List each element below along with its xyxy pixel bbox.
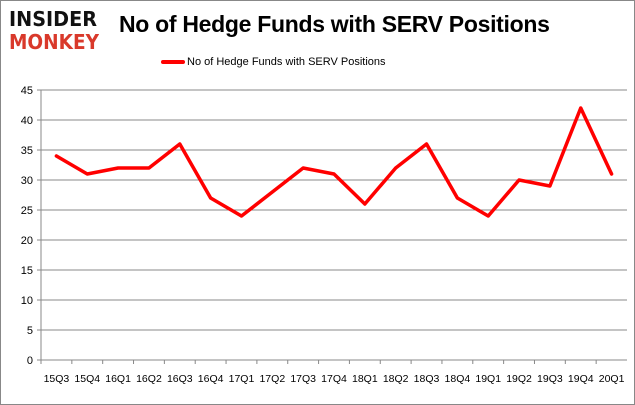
insider-monkey-logo: INSIDER MONKEY bbox=[9, 7, 99, 52]
legend-swatch bbox=[161, 60, 185, 64]
legend-label: No of Hedge Funds with SERV Positions bbox=[187, 56, 386, 68]
data-point bbox=[54, 154, 58, 158]
data-point bbox=[147, 166, 151, 170]
data-point bbox=[85, 172, 89, 176]
x-tick-label: 16Q3 bbox=[167, 373, 193, 385]
x-tick-label: 18Q2 bbox=[383, 373, 409, 385]
logo-line1: INSIDER bbox=[9, 7, 97, 31]
data-point bbox=[610, 172, 614, 176]
y-tick-label: 5 bbox=[27, 325, 33, 337]
data-point bbox=[579, 106, 583, 110]
y-tick-label: 25 bbox=[21, 205, 33, 217]
x-tick-label: 17Q3 bbox=[290, 373, 316, 385]
data-point bbox=[394, 166, 398, 170]
data-point bbox=[486, 214, 490, 218]
x-tick-label: 15Q4 bbox=[74, 373, 100, 385]
data-point bbox=[517, 178, 521, 182]
data-point bbox=[270, 190, 274, 194]
data-point bbox=[209, 196, 213, 200]
x-tick-label: 18Q1 bbox=[352, 373, 378, 385]
data-point bbox=[363, 202, 367, 206]
y-tick-label: 20 bbox=[21, 235, 33, 247]
x-tick-label: 19Q1 bbox=[475, 373, 501, 385]
x-tick-label: 17Q4 bbox=[321, 373, 347, 385]
x-tick-label: 17Q1 bbox=[229, 373, 255, 385]
x-tick-label: 18Q3 bbox=[414, 373, 440, 385]
x-tick-label: 19Q3 bbox=[537, 373, 563, 385]
x-tick-label: 16Q2 bbox=[136, 373, 162, 385]
x-tick-label: 18Q4 bbox=[445, 373, 471, 385]
chart-title: No of Hedge Funds with SERV Positions bbox=[119, 11, 550, 37]
y-tick-label: 0 bbox=[27, 355, 33, 367]
data-point bbox=[239, 214, 243, 218]
y-tick-label: 40 bbox=[21, 115, 33, 127]
series-line bbox=[54, 106, 614, 218]
y-tick-label: 15 bbox=[21, 265, 33, 277]
x-tick-label: 17Q2 bbox=[259, 373, 285, 385]
data-point bbox=[301, 166, 305, 170]
y-tick-label: 35 bbox=[21, 145, 33, 157]
x-tick-label: 15Q3 bbox=[44, 373, 70, 385]
x-tick-label: 16Q1 bbox=[105, 373, 131, 385]
x-tick-label: 20Q1 bbox=[599, 373, 625, 385]
data-point bbox=[332, 172, 336, 176]
data-point bbox=[425, 142, 429, 146]
data-point bbox=[178, 142, 182, 146]
y-tick-label: 10 bbox=[21, 295, 33, 307]
x-tick-label: 19Q4 bbox=[568, 373, 594, 385]
legend: No of Hedge Funds with SERV Positions bbox=[161, 56, 386, 68]
data-point bbox=[548, 184, 552, 188]
x-tick-label: 19Q2 bbox=[506, 373, 532, 385]
x-tick-label: 16Q4 bbox=[198, 373, 224, 385]
data-point bbox=[116, 166, 120, 170]
data-point bbox=[455, 196, 459, 200]
y-tick-label: 30 bbox=[21, 175, 33, 187]
logo-line2: MONKEY bbox=[9, 30, 99, 52]
y-tick-label: 45 bbox=[21, 85, 33, 97]
